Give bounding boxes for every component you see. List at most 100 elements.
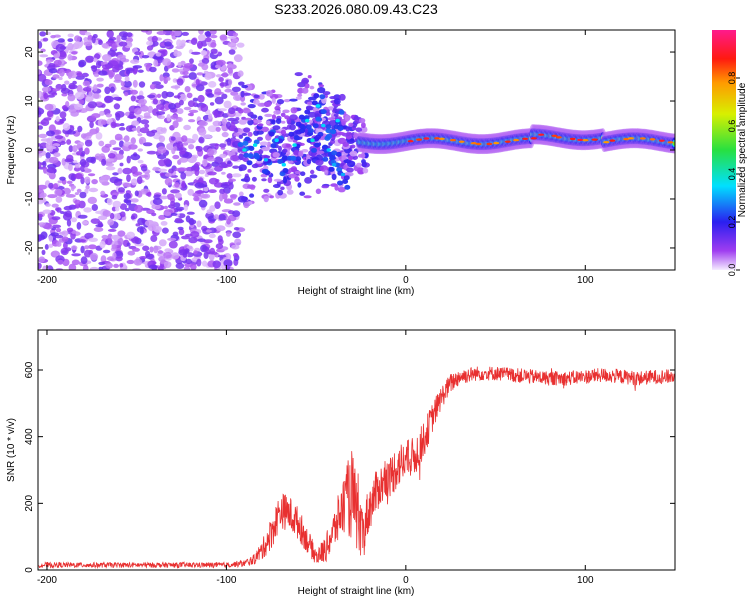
heatmap-cell [223,198,234,204]
heatmap-cell [204,72,212,80]
heatmap-cell [55,228,62,233]
heatmap-cell [286,143,291,148]
heatmap-cell [261,146,270,152]
heatmap-cell [98,140,105,147]
heatmap-cell [66,130,76,135]
heatmap-cell [67,54,73,61]
heatmap-cell [149,66,157,73]
heatmap-cell [51,227,57,231]
heatmap-cell [78,99,85,105]
heatmap-cell [187,138,193,143]
heatmap-cell [258,149,264,155]
heatmap-cell [126,242,131,247]
heatmap-cell [99,240,106,249]
heatmap-cell [130,215,135,220]
heatmap-cell [242,157,249,163]
heatmap-cell [38,200,44,205]
heatmap-cell [128,144,138,150]
heatmap-cell [173,95,181,99]
heatmap-cell [247,169,252,173]
heatmap-cell [215,243,224,250]
heatmap-cell [231,244,240,250]
colorbar-tick-label: 0.2 [727,216,737,229]
heatmap-cell [91,113,101,119]
heatmap-cell [179,93,187,102]
heatmap-cell [111,195,118,200]
heatmap-cell [194,168,200,176]
heatmap-cell [288,131,295,137]
heatmap-cell [282,168,289,173]
heatmap-cell [345,127,350,132]
heatmap-cell [152,98,158,105]
heatmap-cell [140,188,150,193]
heatmap-cell [206,157,216,162]
heatmap-cell [251,176,257,182]
heatmap-cell [146,150,157,155]
heatmap-cell [160,259,166,265]
heatmap-cell [95,127,100,133]
heatmap-cell [63,187,71,195]
heatmap-cell [170,31,175,36]
heatmap-cell [264,113,273,118]
heatmap-cell [114,73,122,82]
heatmap-cell [266,120,271,125]
heatmap-cell [221,192,228,200]
heatmap-cell [44,79,53,86]
heatmap-cell [331,162,337,167]
heatmap-cell [104,143,112,148]
heatmap-cell [101,43,109,49]
heatmap-cell [139,174,149,178]
heatmap-cell [152,56,162,60]
heatmap-cell [83,245,90,250]
heatmap-cell [317,87,326,94]
heatmap-cell [53,59,62,66]
heatmap-cell [97,215,108,221]
heatmap-cell [120,81,125,87]
heatmap-cell [144,123,150,128]
heatmap-cell [178,157,189,163]
heatmap-cell [55,196,63,203]
heatmap-cell [138,81,146,88]
heatmap-cell [260,126,270,133]
heatmap-cell [206,148,215,157]
heatmap-cell [114,153,124,160]
heatmap-cell [48,63,56,68]
heatmap-cell [142,245,150,252]
heatmap-cell [88,244,97,250]
heatmap-cell [241,84,249,89]
heatmap-cell [193,250,198,255]
heatmap-cell [117,167,123,175]
heatmap-cell [218,77,224,82]
heatmap-cell [213,214,219,220]
heatmap-cell [183,266,191,270]
heatmap-cell [273,178,282,182]
heatmap-cell [82,80,91,87]
heatmap-cell [132,65,143,69]
heatmap-cell [188,219,197,225]
heatmap-cell [60,247,69,256]
heatmap-cell [185,258,192,265]
heatmap-cell [470,142,477,145]
heatmap-cell [232,165,240,169]
heatmap-cell [115,256,123,262]
colorbar-ticks: 0.0 0.2 0.4 0.6 0.8 [727,72,740,276]
heatmap-cell [450,138,456,142]
heatmap-cell [45,141,53,150]
heatmap-cell [137,217,146,226]
heatmap-cell [38,222,47,226]
heatmap-cell [577,138,584,142]
heatmap-cell [177,226,184,231]
heatmap-cell [282,109,290,114]
heatmap-cell [423,137,430,140]
spectrogram-y-tick-label: -20 [24,240,35,255]
heatmap-cell [281,162,286,167]
heatmap-cell [212,120,222,127]
heatmap-cell [331,173,337,181]
heatmap-cell [282,176,288,184]
heatmap-cell [89,252,99,261]
heatmap-cell [214,143,219,150]
heatmap-cell [55,116,60,122]
figure-title: S233.2026.080.09.43.C23 [274,1,438,17]
heatmap-cell [218,143,227,148]
heatmap-cell [181,31,189,36]
